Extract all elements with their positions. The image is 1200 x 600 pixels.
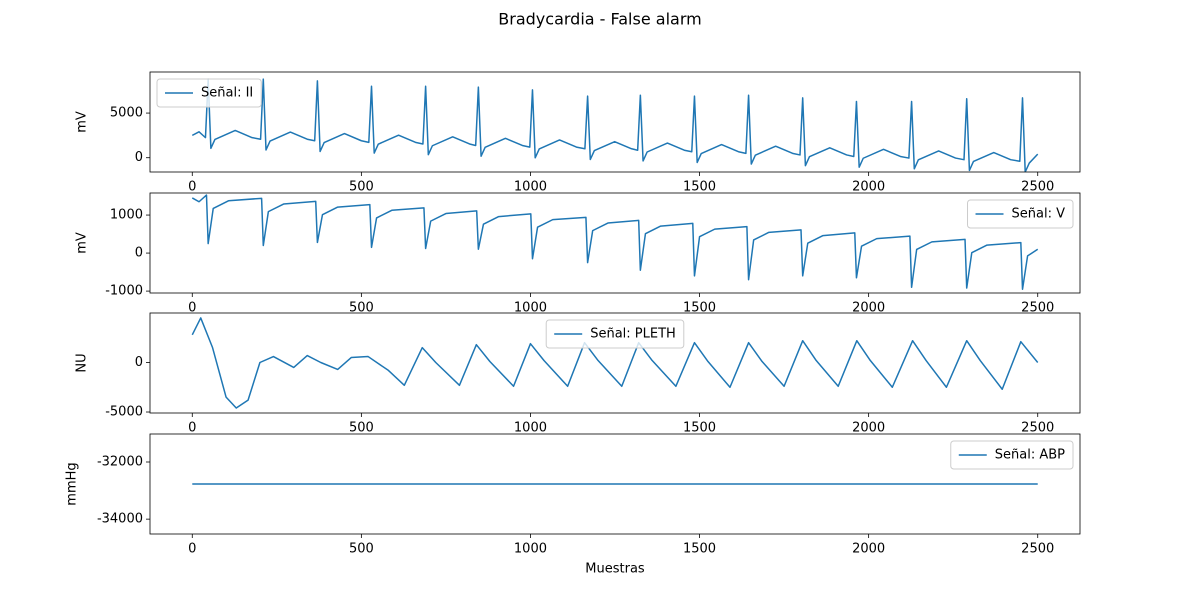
x-tick-label: 1000	[514, 180, 547, 195]
figure-title: Bradycardia - False alarm	[498, 10, 701, 29]
y-tick-label: -1000	[105, 284, 143, 299]
x-tick-label: 1000	[514, 542, 547, 557]
x-tick-label: 2500	[1021, 421, 1054, 436]
x-tick-label: 500	[349, 301, 374, 316]
x-tick-label: 1500	[683, 421, 716, 436]
plot-area	[191, 78, 1039, 172]
x-tick-label: 2000	[852, 180, 885, 195]
legend-label: Señal: II	[201, 86, 253, 101]
legend-box	[156, 78, 262, 108]
y-tick-label: 0	[135, 150, 143, 165]
legend-label: Señal: V	[1012, 207, 1066, 222]
legend: Señal: ABP	[950, 440, 1074, 470]
y-tick-label: -34000	[97, 512, 143, 527]
y-tick-label: 0	[135, 246, 143, 261]
y-axis-label: mmHg	[65, 462, 80, 505]
x-tick-label: 1000	[514, 421, 547, 436]
legend: Señal: V	[967, 199, 1074, 229]
legend-box	[950, 440, 1074, 470]
x-tick-label: 500	[349, 421, 374, 436]
line-series	[191, 194, 1039, 290]
axes-frame	[149, 71, 1081, 173]
line-series	[191, 78, 1039, 172]
x-tick-label: 500	[349, 180, 374, 195]
x-tick-label: 0	[188, 542, 196, 557]
x-tick-label: 1500	[683, 542, 716, 557]
x-tick-label: 2000	[852, 301, 885, 316]
x-tick-label: 0	[188, 301, 196, 316]
x-tick-label: 2500	[1021, 301, 1054, 316]
x-tick-label: 500	[349, 542, 374, 557]
legend: Señal: PLETH	[545, 319, 685, 349]
x-tick-label: 2000	[852, 542, 885, 557]
x-tick-label: 1500	[683, 180, 716, 195]
x-tick-label: 2500	[1021, 542, 1054, 557]
legend-box	[967, 199, 1074, 229]
y-tick-label: 5000	[110, 106, 143, 121]
axes-frame	[149, 433, 1081, 535]
legend-box	[545, 319, 685, 349]
y-axis-label: NU	[75, 353, 90, 372]
plot-area	[191, 194, 1039, 290]
axes-frame	[149, 192, 1081, 294]
y-tick-label: 1000	[110, 208, 143, 223]
x-tick-label: 1500	[683, 301, 716, 316]
x-tick-label: 2000	[852, 421, 885, 436]
x-tick-label: 1000	[514, 301, 547, 316]
legend-label: Señal: PLETH	[590, 327, 676, 342]
y-tick-label: 0	[135, 355, 143, 370]
legend: Señal: II	[156, 78, 262, 108]
y-axis-label: mV	[75, 111, 90, 133]
x-tick-label: 2500	[1021, 180, 1054, 195]
y-tick-label: -32000	[97, 455, 143, 470]
x-tick-label: 0	[188, 421, 196, 436]
x-tick-label: 0	[188, 180, 196, 195]
x-axis-label: Muestras	[585, 562, 645, 577]
legend-label: Señal: ABP	[995, 448, 1065, 463]
y-axis-label: mV	[75, 232, 90, 254]
axes-frame	[149, 312, 1081, 414]
y-tick-label: -5000	[105, 405, 143, 420]
